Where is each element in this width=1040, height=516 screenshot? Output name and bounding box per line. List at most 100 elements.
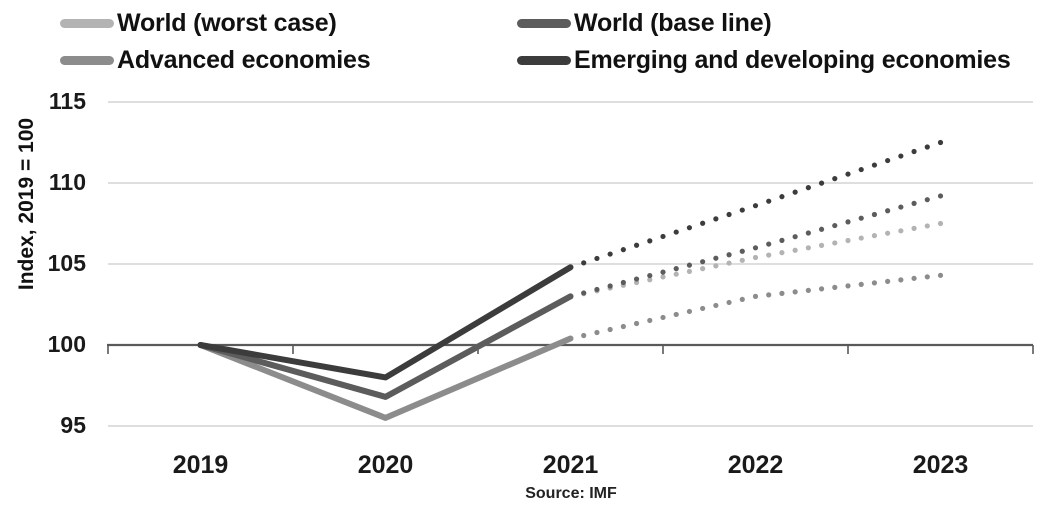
forecast-dot — [739, 296, 745, 303]
forecast-dot — [911, 200, 917, 206]
legend-label: World (worst case) — [117, 8, 337, 37]
forecast-dot — [779, 250, 785, 256]
forecast-dot — [660, 274, 666, 280]
forecast-dot — [871, 162, 878, 168]
forecast-dot — [620, 323, 626, 330]
legend-swatch-world-base-line — [517, 18, 571, 28]
forecast-dot — [686, 225, 693, 231]
x-tick-label: 2023 — [912, 451, 969, 479]
forecast-dot — [885, 208, 891, 214]
forecast-dot — [858, 281, 864, 287]
forecast-dot — [818, 180, 825, 186]
legend-item-world-worst-case: World (worst case) — [60, 8, 337, 38]
forecast-dot — [673, 229, 679, 235]
legend-label: Advanced economies — [117, 45, 371, 74]
forecast-dot — [937, 139, 944, 146]
forecast-dot — [647, 317, 653, 324]
forecast-dot — [713, 263, 719, 269]
forecast-dot — [752, 293, 759, 299]
forecast-dot — [581, 290, 587, 296]
forecast-dot — [937, 193, 944, 199]
forecast-dot — [752, 245, 759, 251]
forecast-dot — [818, 242, 825, 248]
forecast-dot — [673, 266, 679, 272]
forecast-dot — [818, 226, 825, 232]
y-tick-label: 95 — [60, 412, 86, 438]
forecast-dot — [647, 277, 653, 283]
forecast-dot — [805, 287, 811, 293]
forecast-dot — [726, 252, 732, 258]
forecast-dot — [700, 259, 706, 265]
forecast-dot — [766, 241, 772, 247]
series-dots-world-worst-case — [581, 220, 944, 297]
series-line-world-base-line — [197, 293, 574, 400]
forecast-dot — [911, 275, 917, 281]
forecast-dot — [607, 251, 613, 257]
forecast-dot — [633, 276, 640, 282]
forecast-dot — [871, 211, 878, 218]
legend-item-world-base-line: World (base line) — [517, 8, 772, 38]
forecast-dot — [832, 240, 838, 246]
forecast-dot — [660, 233, 666, 240]
forecast-dot — [832, 176, 838, 182]
forecast-dot — [779, 237, 785, 243]
legend-item-advanced-economies: Advanced economies — [60, 45, 371, 75]
forecast-dot — [607, 283, 613, 289]
source-note: Source: IMF — [525, 485, 617, 502]
forecast-dot — [924, 144, 930, 150]
series-dots-advanced-economies — [581, 272, 944, 339]
forecast-dot — [620, 279, 626, 286]
forecast-dot — [752, 254, 759, 261]
legend-label: Emerging and developing economies — [574, 45, 1011, 74]
forecast-dot — [845, 219, 851, 225]
forecast-dot — [713, 255, 719, 261]
forecast-dot — [792, 289, 798, 295]
forecast-dot — [924, 274, 930, 280]
x-tick-label: 2020 — [357, 451, 414, 479]
series-line-advanced-economies — [197, 335, 574, 421]
forecast-dot — [885, 230, 891, 236]
forecast-dot — [911, 225, 917, 231]
forecast-dot — [739, 257, 745, 263]
forecast-dot — [924, 197, 930, 203]
forecast-dot — [726, 260, 732, 266]
forecast-dot — [924, 223, 930, 229]
legend-item-emerging-developing-economies: Emerging and developing economies — [517, 45, 1011, 75]
forecast-dot — [713, 302, 719, 309]
forecast-dot — [686, 268, 693, 275]
legend-swatch-emerging-developing-economies — [517, 55, 571, 65]
forecast-dot — [792, 234, 798, 240]
forecast-dot — [633, 242, 640, 248]
forecast-dot — [726, 211, 732, 218]
forecast-dot — [594, 329, 600, 336]
legend-label: World (base line) — [574, 8, 772, 37]
forecast-dot — [937, 272, 944, 278]
x-tick-label: 2019 — [172, 451, 229, 479]
forecast-dot — [581, 332, 587, 339]
forecast-dot — [779, 290, 785, 296]
forecast-dot — [713, 216, 719, 222]
forecast-dot — [700, 220, 706, 226]
forecast-dot — [700, 266, 706, 272]
forecast-dot — [845, 171, 851, 177]
series-dots-emerging-and-developing-economies — [581, 139, 944, 266]
forecast-dot — [858, 166, 864, 173]
forecast-dot — [832, 284, 838, 290]
forecast-dot — [686, 262, 693, 268]
forecast-dot — [594, 286, 600, 293]
forecast-dot — [858, 215, 864, 221]
forecast-dot — [805, 185, 811, 191]
forecast-dot — [871, 280, 878, 286]
forecast-dot — [686, 308, 693, 315]
forecast-dot — [766, 252, 772, 258]
forecast-dot — [607, 326, 613, 333]
forecast-dot — [898, 204, 904, 210]
forecast-dot — [739, 248, 745, 254]
forecast-dot — [726, 299, 732, 306]
forecast-dot — [871, 233, 878, 239]
forecast-dot — [792, 247, 798, 253]
forecast-dot — [898, 153, 904, 159]
forecast-dot — [581, 260, 587, 266]
